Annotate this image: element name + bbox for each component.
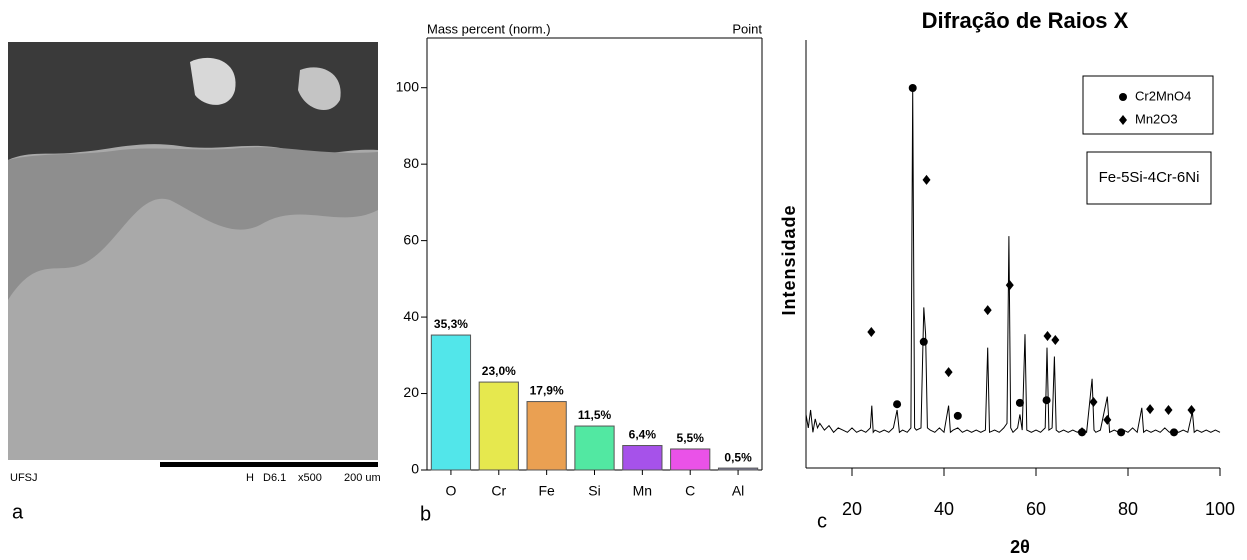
- value-label: 11,5%: [578, 408, 612, 422]
- peak-marker: [919, 337, 928, 346]
- peak-marker: [1015, 398, 1024, 407]
- peak-marker: [1146, 404, 1155, 415]
- peak-marker: [1043, 330, 1052, 341]
- x-tick-label: 100: [1205, 499, 1235, 519]
- y-tick-label: 100: [396, 78, 420, 94]
- image-footer-text: H: [246, 472, 254, 484]
- sem-particle: [190, 57, 236, 105]
- bar: [526, 401, 567, 471]
- value-label: 6,4%: [629, 428, 657, 442]
- peak-marker: [1089, 396, 1098, 407]
- bar: [717, 467, 759, 471]
- peak-marker: [1042, 396, 1051, 405]
- intensity-line: [805, 88, 1221, 434]
- x-tick-label: C: [685, 483, 695, 499]
- value-label: 5,5%: [677, 431, 705, 445]
- y-tick-label: 40: [403, 308, 419, 324]
- value-label: 17,9%: [530, 384, 564, 398]
- bar: [430, 334, 472, 471]
- image-footer-text: D6.1: [263, 472, 286, 484]
- annotation: Fe-5Si-4Cr-6Ni: [1099, 169, 1200, 186]
- sem-oxide-zone: [8, 147, 378, 300]
- x-axis-label: 2θ: [1010, 537, 1030, 557]
- sem-dark-layer: [8, 42, 378, 160]
- peak-marker: [1117, 428, 1126, 437]
- legend-marker: [1119, 93, 1127, 101]
- y-tick-label: 80: [403, 155, 419, 171]
- peak-marker: [944, 367, 953, 378]
- peak-marker: [983, 305, 992, 316]
- peak-marker: [1103, 414, 1112, 425]
- bar: [478, 381, 519, 471]
- legend-label: Mn2O3: [1135, 111, 1178, 126]
- y-tick-label: 20: [403, 384, 419, 400]
- peak-marker: [1170, 428, 1178, 437]
- chart-title: Mass percent (norm.): [427, 21, 551, 36]
- x-tick-label: 20: [842, 499, 862, 519]
- x-tick-label: 60: [1026, 499, 1046, 519]
- peak-marker: [908, 84, 917, 93]
- peak-marker: [1164, 405, 1173, 416]
- bar: [670, 448, 711, 471]
- x-tick-label: Fe: [538, 483, 555, 499]
- x-tick-label: 40: [934, 499, 954, 519]
- y-axis-label: Intensidade: [779, 204, 799, 315]
- peak-marker: [1005, 280, 1014, 291]
- x-tick-label: Mn: [633, 483, 652, 499]
- legend-marker: [1119, 115, 1127, 125]
- y-tick-label: 0: [411, 461, 419, 477]
- x-tick-label: Si: [588, 483, 600, 499]
- bar: [574, 425, 615, 471]
- scale-bar: [160, 462, 378, 467]
- panel-label: a: [12, 501, 24, 523]
- peak-marker: [1187, 405, 1196, 416]
- bar: [622, 445, 663, 471]
- peak-marker: [953, 411, 962, 420]
- y-tick-label: 60: [403, 231, 419, 247]
- legend-box: [1082, 75, 1214, 135]
- panel-label: c: [817, 510, 827, 532]
- value-label: 35,3%: [434, 317, 468, 331]
- value-label: 0,5%: [724, 450, 752, 464]
- peak-marker: [893, 400, 902, 409]
- image-footer-text: x500: [298, 472, 322, 484]
- sem-particle: [298, 67, 341, 111]
- chart-title: Difração de Raios X: [922, 8, 1129, 33]
- peak-marker: [922, 174, 931, 185]
- x-tick-label: 80: [1118, 499, 1138, 519]
- peak-marker: [1078, 428, 1086, 437]
- image-footer-text: UFSJ: [10, 472, 38, 484]
- sem-image: [8, 42, 378, 467]
- x-tick-label: Al: [732, 483, 744, 499]
- value-label: 23,0%: [482, 364, 516, 378]
- peak-marker: [867, 326, 876, 337]
- x-tick-label: O: [445, 483, 456, 499]
- legend-label: Cr2MnO4: [1135, 88, 1191, 103]
- annotation-box: [1086, 151, 1212, 205]
- panel-label: b: [420, 503, 431, 525]
- x-tick-label: Cr: [491, 483, 506, 499]
- image-footer-text: 200 um: [344, 472, 381, 484]
- peak-marker: [1051, 334, 1060, 345]
- chart-subtitle: Point: [732, 21, 762, 36]
